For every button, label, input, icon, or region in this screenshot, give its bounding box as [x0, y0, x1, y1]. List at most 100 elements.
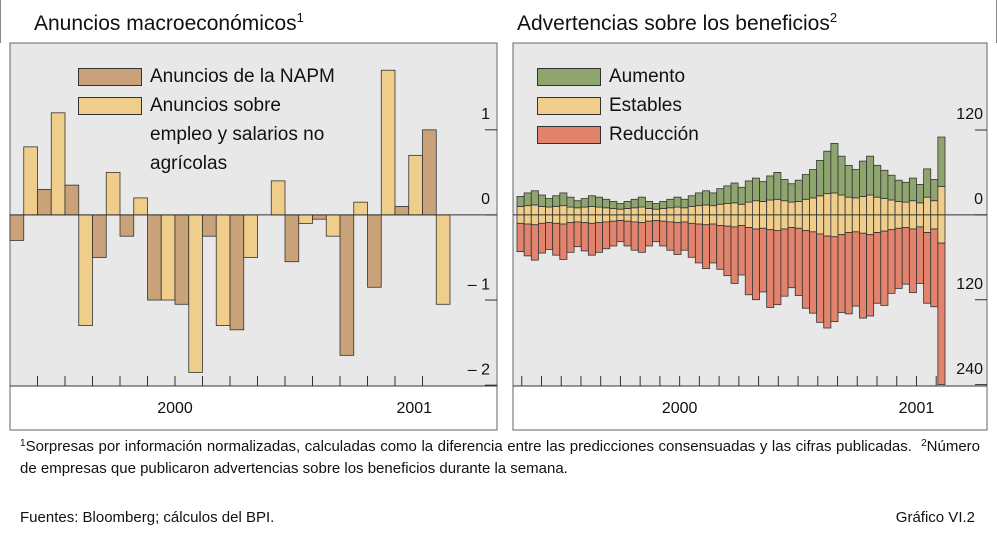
bar	[780, 179, 789, 202]
bar	[937, 242, 946, 385]
legend-swatch	[78, 97, 142, 115]
bar	[752, 177, 760, 202]
bar	[147, 214, 162, 301]
y-tick-label: 120	[956, 106, 983, 123]
y-tick-label: 120	[956, 276, 983, 293]
legend-label: Reducción	[609, 124, 699, 145]
y-tick-label: 0	[481, 191, 490, 208]
bar	[133, 197, 148, 216]
title-note: 2	[829, 10, 838, 25]
bar	[559, 192, 568, 207]
bar	[844, 232, 853, 315]
bar	[866, 234, 875, 317]
bar	[894, 179, 903, 202]
bar	[930, 179, 939, 202]
bar	[623, 220, 632, 247]
bar	[580, 198, 589, 208]
bar	[609, 201, 618, 209]
bar	[723, 185, 732, 204]
bar	[552, 195, 561, 207]
bar	[243, 214, 258, 258]
bar	[587, 222, 596, 256]
bar	[270, 180, 286, 216]
bar	[566, 222, 575, 253]
bar	[630, 221, 639, 251]
bar	[516, 196, 525, 207]
bar	[709, 223, 718, 264]
bar	[908, 228, 917, 294]
bar	[538, 194, 546, 207]
bar	[92, 214, 107, 258]
x-tick-label: 2000	[157, 400, 193, 417]
bar	[545, 198, 554, 208]
bar	[794, 179, 803, 202]
bar	[566, 196, 575, 208]
bar	[652, 220, 661, 243]
bar	[716, 188, 725, 205]
bar	[930, 228, 939, 308]
bar	[659, 220, 668, 247]
legend-item: Anuncios de la NAPM	[78, 62, 378, 91]
bar	[787, 183, 796, 203]
bar	[666, 198, 675, 209]
title-text: Advertencias sobre los beneficios	[517, 12, 830, 35]
bar	[737, 186, 746, 205]
source-row: Fuentes: Bloomberg; cálculos del BPI. Gr…	[20, 509, 975, 526]
bar	[844, 164, 853, 198]
bar	[937, 136, 946, 187]
bar	[694, 223, 703, 264]
bar	[174, 214, 190, 305]
bar	[119, 214, 135, 237]
legend-label: Estables	[609, 95, 682, 116]
bar	[637, 196, 646, 208]
bar	[794, 227, 803, 296]
bar	[901, 227, 910, 285]
bar	[367, 214, 382, 288]
bar	[516, 222, 525, 253]
bar	[851, 169, 860, 199]
bar	[64, 184, 80, 216]
bar	[737, 225, 746, 276]
footnote-mark: 1	[20, 438, 26, 449]
bar	[659, 201, 668, 209]
bar	[880, 169, 889, 199]
bar	[609, 220, 618, 247]
bar	[637, 222, 646, 253]
legend-swatch	[537, 97, 601, 115]
legend: Anuncios de la NAPM Anuncios sobre empleo…	[78, 62, 378, 178]
bar	[723, 225, 732, 277]
legend-swatch	[78, 68, 142, 86]
bar	[680, 221, 689, 251]
bar	[380, 69, 396, 216]
bar	[809, 231, 818, 314]
bar	[595, 196, 604, 208]
bar	[160, 214, 176, 301]
bar	[752, 228, 760, 301]
bar	[602, 198, 611, 209]
bar	[229, 214, 245, 331]
bar	[573, 221, 582, 248]
bar	[773, 172, 782, 200]
bar	[202, 214, 217, 237]
bar	[809, 169, 818, 199]
bar	[730, 182, 739, 204]
bar	[630, 198, 639, 209]
bar	[50, 112, 66, 216]
bar	[801, 230, 810, 309]
bar	[801, 174, 810, 200]
bar	[284, 214, 300, 263]
bar	[894, 227, 903, 289]
bar	[23, 146, 38, 216]
bar	[823, 150, 832, 195]
bar	[873, 164, 882, 198]
bar	[623, 201, 632, 209]
bar	[680, 198, 689, 209]
bar	[602, 221, 611, 250]
y-tick-label: – 2	[468, 361, 490, 378]
legend: Aumento Estables Reducción	[537, 62, 837, 149]
bar	[887, 174, 896, 201]
legend-item: Aumento	[537, 62, 837, 91]
bar	[766, 229, 775, 308]
bar	[830, 236, 839, 323]
bar	[559, 223, 568, 260]
